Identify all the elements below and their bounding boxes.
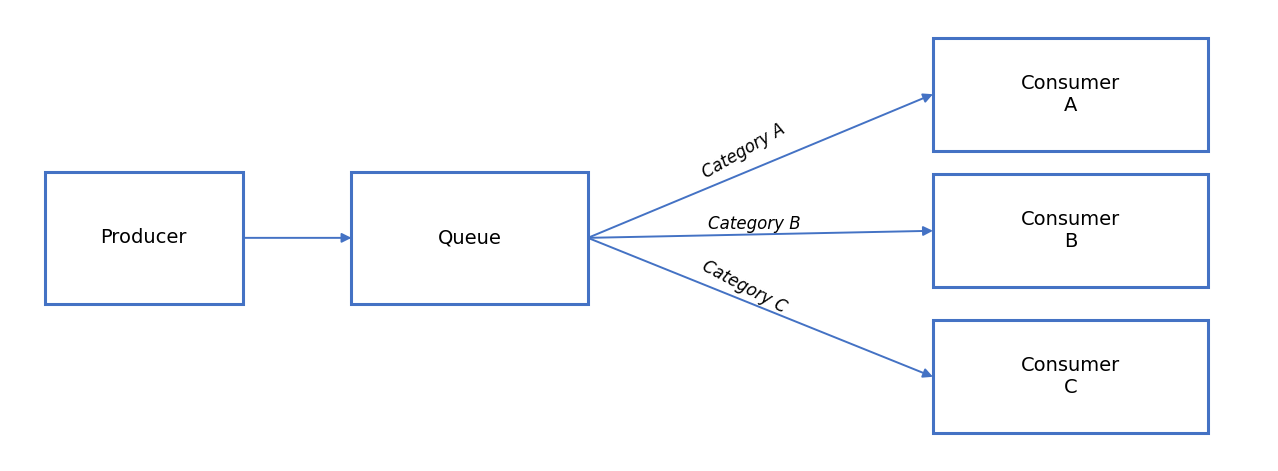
Text: Category A: Category A <box>699 120 789 182</box>
FancyBboxPatch shape <box>351 172 588 304</box>
FancyBboxPatch shape <box>933 174 1208 287</box>
Text: Category C: Category C <box>699 258 789 317</box>
Text: Queue: Queue <box>438 228 501 247</box>
FancyBboxPatch shape <box>933 320 1208 433</box>
FancyBboxPatch shape <box>933 38 1208 151</box>
Text: Consumer
B: Consumer B <box>1021 210 1120 252</box>
Text: Producer: Producer <box>101 228 187 247</box>
FancyBboxPatch shape <box>45 172 243 304</box>
Text: Consumer
A: Consumer A <box>1021 73 1120 115</box>
Text: Consumer
C: Consumer C <box>1021 356 1120 398</box>
Text: Category B: Category B <box>708 215 800 233</box>
